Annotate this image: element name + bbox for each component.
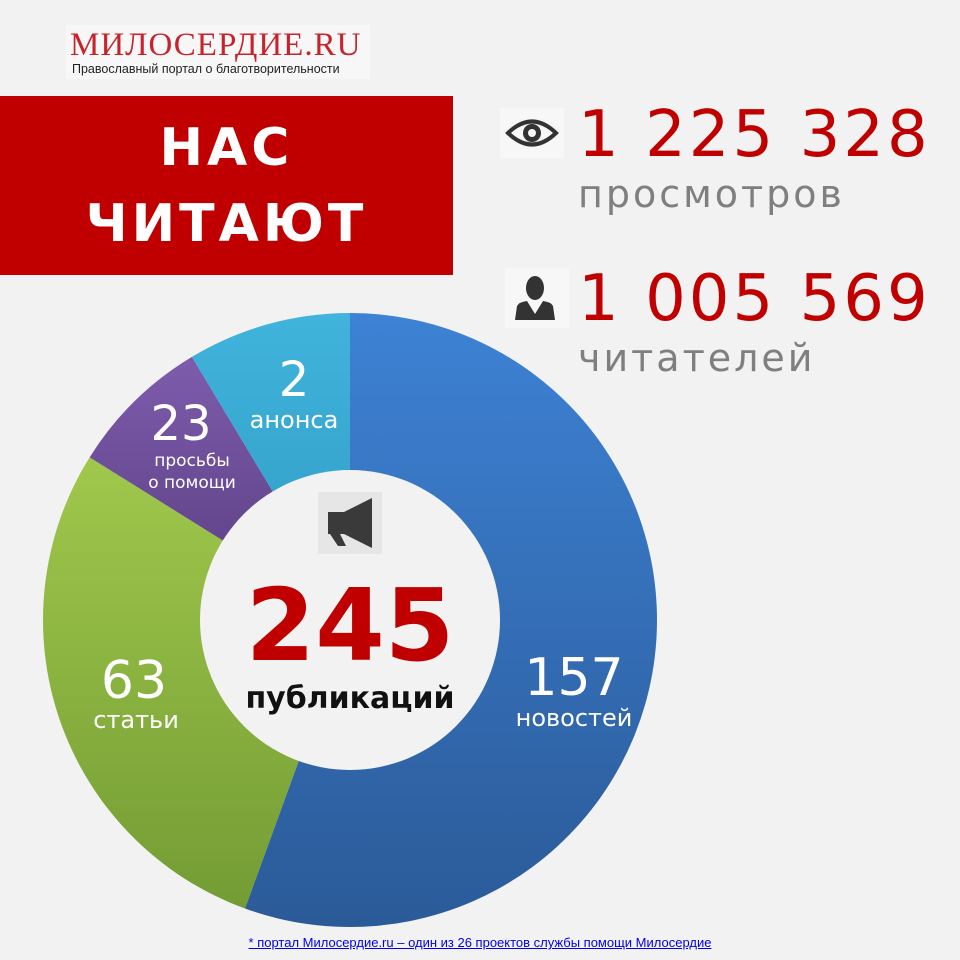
total-label: публикаций	[245, 681, 454, 716]
total-value: 245	[246, 567, 455, 684]
label-announce-text: анонса	[250, 406, 339, 434]
logo-subtitle: Православный портал о благотворительност…	[72, 62, 340, 76]
slice-articles	[42, 457, 351, 909]
label-news-value: 157	[524, 648, 623, 708]
readers-label: читателей	[578, 336, 816, 380]
footer-link[interactable]: * портал Милосердие.ru – один из 26 прое…	[248, 935, 712, 950]
eye-icon	[500, 108, 564, 158]
headline-line2: ЧИТАЮТ	[85, 194, 368, 254]
person-icon	[505, 268, 569, 328]
label-requests-value: 23	[150, 396, 211, 452]
headline-line1: НАС	[159, 118, 294, 178]
views-value: 1 225 328	[578, 98, 931, 172]
label-requests-text1: просьбы	[154, 451, 230, 471]
logo[interactable]: МИЛОСЕРДИЕ.RU Православный портал о благ…	[66, 25, 370, 79]
label-news-text: новостей	[516, 704, 633, 732]
megaphone-icon	[318, 492, 382, 554]
label-articles-text: статьи	[93, 706, 179, 734]
logo-title: МИЛОСЕРДИЕ.RU	[70, 27, 362, 63]
label-requests-text2: о помощи	[148, 473, 236, 493]
label-announce-value: 2	[279, 352, 310, 408]
headline-box: НАС ЧИТАЮТ	[0, 96, 453, 275]
label-articles-value: 63	[101, 651, 167, 711]
views-label: просмотров	[578, 172, 845, 216]
donut-hole	[200, 470, 500, 770]
readers-value: 1 005 569	[578, 262, 931, 336]
